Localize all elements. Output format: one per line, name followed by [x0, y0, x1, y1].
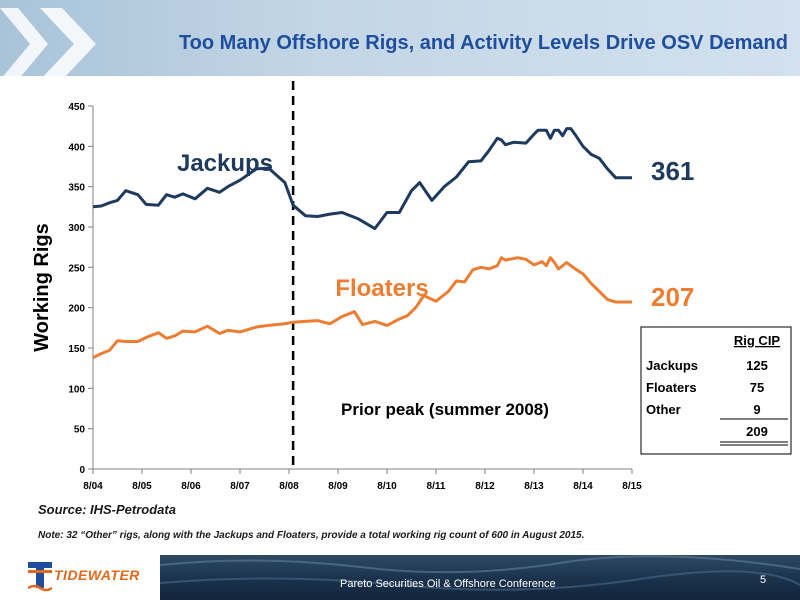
- logo-text: TIDEWATER: [54, 567, 140, 583]
- x-tick-label: 8/10: [377, 481, 397, 492]
- y-tick-label: 250: [68, 263, 85, 274]
- chevron-arrows-icon: [0, 8, 96, 76]
- rig-cip-row-label: Floaters: [646, 380, 697, 395]
- conference-name: Pareto Securities Oil & Offshore Confere…: [340, 578, 556, 590]
- y-tick-label: 350: [68, 183, 85, 194]
- x-tick-label: 8/07: [230, 481, 250, 492]
- rig-cip-row-label: Other: [646, 402, 681, 417]
- y-tick-label: 50: [74, 425, 86, 436]
- jackups-series-label: Jackups: [177, 150, 273, 177]
- tidewater-logo-icon: [28, 562, 52, 592]
- rig-cip-row-label: Jackups: [646, 358, 698, 373]
- y-tick-label: 0: [79, 465, 85, 476]
- logo-area: [0, 555, 160, 600]
- rig-cip-row-value: 75: [750, 380, 764, 395]
- floaters-series-label: Floaters: [335, 275, 428, 302]
- x-tick-label: 8/12: [475, 481, 495, 492]
- source-text: Source: IHS-Petrodata: [38, 502, 176, 517]
- jackups-end-value: 361: [651, 156, 694, 186]
- rig-cip-total: 209: [746, 424, 768, 439]
- jackups-series-line: [92, 127, 632, 231]
- y-tick-label: 450: [68, 102, 85, 113]
- note-text: Note: 32 “Other” rigs, along with the Ja…: [38, 530, 585, 541]
- x-tick-label: 8/08: [279, 481, 299, 492]
- title-banner: [0, 0, 800, 76]
- y-tick-label: 400: [68, 142, 85, 153]
- rig-cip-table-border: [640, 326, 792, 455]
- rig-cip-row-value: 125: [746, 358, 768, 373]
- x-tick-label: 8/14: [573, 481, 593, 492]
- page-number: 5: [760, 574, 767, 586]
- rig-cip-row-value: 9: [753, 402, 760, 417]
- x-tick-label: 8/06: [181, 481, 201, 492]
- slide-title: Too Many Offshore Rigs, and Activity Lev…: [178, 32, 788, 54]
- x-tick-label: 8/13: [524, 481, 544, 492]
- y-tick-label: 150: [68, 344, 85, 355]
- y-tick-label: 300: [68, 223, 85, 234]
- x-tick-label: 8/05: [132, 481, 152, 492]
- ocean-waves-icon: [159, 555, 800, 591]
- x-tick-label: 8/15: [622, 481, 642, 492]
- y-axis-title: Working Rigs: [31, 223, 53, 352]
- rig-count-chart: 0 50 100 150 200 250 300 350 400 450 8/04 8/05 8/06 8…: [31, 81, 792, 492]
- x-tick-label: 8/04: [83, 481, 103, 492]
- x-tick-label: 8/11: [427, 481, 446, 492]
- floaters-series-line: [92, 256, 632, 360]
- rig-cip-header: Rig CIP: [734, 333, 781, 348]
- floaters-end-value: 207: [651, 282, 694, 312]
- x-tick-label: 8/09: [328, 481, 348, 492]
- prior-peak-label: Prior peak (summer 2008): [341, 400, 549, 419]
- y-tick-label: 200: [68, 304, 85, 315]
- y-tick-label: 100: [68, 384, 85, 395]
